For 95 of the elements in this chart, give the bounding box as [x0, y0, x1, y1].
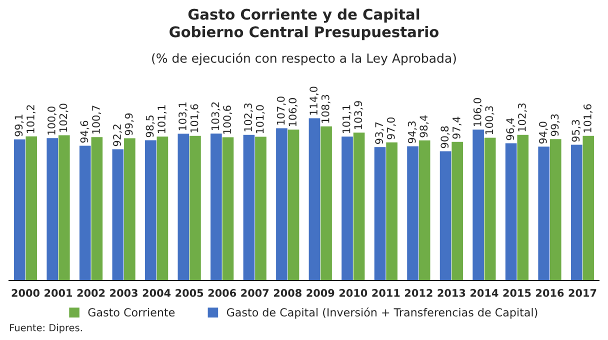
- data-label: 90,8: [440, 126, 450, 148]
- data-label: 114,0: [310, 86, 319, 115]
- bar: [472, 130, 484, 280]
- bar: [570, 144, 582, 280]
- data-label: 103,2: [211, 102, 220, 130]
- x-tick-label: 2007: [241, 289, 269, 297]
- x-tick-label: 2005: [176, 289, 204, 297]
- bar: [156, 136, 168, 280]
- data-label: 102,0: [59, 104, 68, 132]
- data-label: 99,3: [550, 114, 560, 136]
- bar: [243, 134, 255, 280]
- bar: [550, 139, 562, 280]
- legend-label: Gasto de Capital (Inversión + Transferencias de Capital): [226, 308, 538, 319]
- bar: [484, 138, 496, 280]
- bar: [342, 136, 353, 280]
- data-label: 108,3: [321, 94, 330, 123]
- data-label: 106,0: [473, 98, 482, 126]
- x-tick-label: 2012: [405, 289, 432, 297]
- bar: [112, 149, 124, 280]
- x-tick-label: 2004: [142, 289, 171, 297]
- bar: [58, 135, 70, 280]
- data-label: 102,3: [518, 103, 527, 132]
- x-tick-label: 2002: [77, 289, 105, 297]
- data-label: 102,3: [244, 103, 254, 132]
- data-label: 92,2: [113, 124, 122, 146]
- x-tick-label: 2015: [503, 289, 531, 297]
- data-label: 100,3: [485, 106, 494, 134]
- x-tick-label: 2013: [438, 289, 466, 297]
- data-label: 100,6: [223, 106, 232, 134]
- bar: [145, 140, 156, 280]
- data-label: 101,0: [256, 105, 265, 134]
- bar: [210, 134, 222, 280]
- x-tick-label: 2016: [536, 289, 564, 297]
- data-label: 99,9: [124, 113, 134, 136]
- data-label: 94,6: [80, 120, 90, 143]
- data-label: 94,0: [538, 122, 548, 144]
- bar: [308, 118, 320, 280]
- bar: [418, 140, 430, 280]
- bar: [538, 146, 550, 280]
- data-label: 101,6: [190, 104, 200, 132]
- data-label: 101,1: [342, 105, 352, 133]
- bar: [440, 151, 452, 280]
- bar: [26, 136, 38, 280]
- bar: [91, 137, 103, 280]
- data-label: 96,4: [506, 118, 516, 140]
- x-tick-label: 2001: [44, 289, 72, 297]
- data-label: 100,7: [92, 106, 102, 134]
- x-tick-label: 2009: [306, 289, 334, 297]
- data-label: 95,3: [572, 120, 581, 142]
- data-label: 98,5: [146, 116, 155, 138]
- data-label: 94,3: [408, 121, 417, 144]
- bar: [178, 134, 190, 280]
- bar: [386, 142, 398, 280]
- data-label: 100,0: [48, 106, 56, 135]
- bar: [374, 147, 386, 280]
- bar: [517, 134, 529, 280]
- data-label: 93,7: [375, 122, 384, 144]
- x-tick-label: 2010: [339, 289, 368, 297]
- data-label: 107,0: [276, 96, 286, 125]
- data-label: 101,1: [158, 105, 167, 133]
- bar: [452, 142, 463, 280]
- bar: [353, 132, 365, 280]
- bar: [190, 136, 201, 280]
- x-tick-label: 2006: [208, 289, 236, 297]
- bar: [407, 146, 418, 280]
- legend-label: Gasto Corriente: [88, 308, 175, 317]
- bar: [505, 143, 517, 280]
- bar: [79, 146, 91, 280]
- data-label: 103,9: [354, 101, 364, 130]
- bar: [255, 136, 266, 280]
- data-label: 106,0: [288, 98, 298, 126]
- bar: [124, 138, 136, 280]
- x-tick-label: 2017: [568, 289, 596, 297]
- data-label: 99,1: [14, 114, 24, 136]
- x-tick-label: 2011: [372, 289, 400, 297]
- x-tick-label: 2014: [470, 289, 498, 297]
- bar: [14, 139, 26, 280]
- x-tick-label: 2000: [12, 289, 40, 297]
- bar: [222, 137, 234, 280]
- data-label: 101,2: [26, 105, 36, 133]
- bar: [288, 130, 300, 280]
- data-label: 101,6: [584, 104, 592, 132]
- data-label: 98,4: [420, 115, 429, 138]
- bar: [320, 126, 332, 280]
- x-tick-label: 2003: [110, 289, 138, 297]
- bar: [276, 128, 288, 280]
- bar: [582, 136, 594, 280]
- data-label: 97,0: [386, 117, 396, 140]
- chart-subtitle: (% de ejecución con respecto a la Ley Aprobada): [152, 52, 456, 66]
- x-tick-label: 2008: [274, 289, 302, 297]
- data-label: 103,1: [178, 102, 188, 130]
- source-note: Fuente: Dipres.: [10, 324, 82, 334]
- bar: [46, 138, 58, 280]
- data-label: 97,4: [452, 116, 462, 139]
- chart-title: Gasto Corriente y de Capital Gobierno Central Presupuestario: [170, 8, 439, 40]
